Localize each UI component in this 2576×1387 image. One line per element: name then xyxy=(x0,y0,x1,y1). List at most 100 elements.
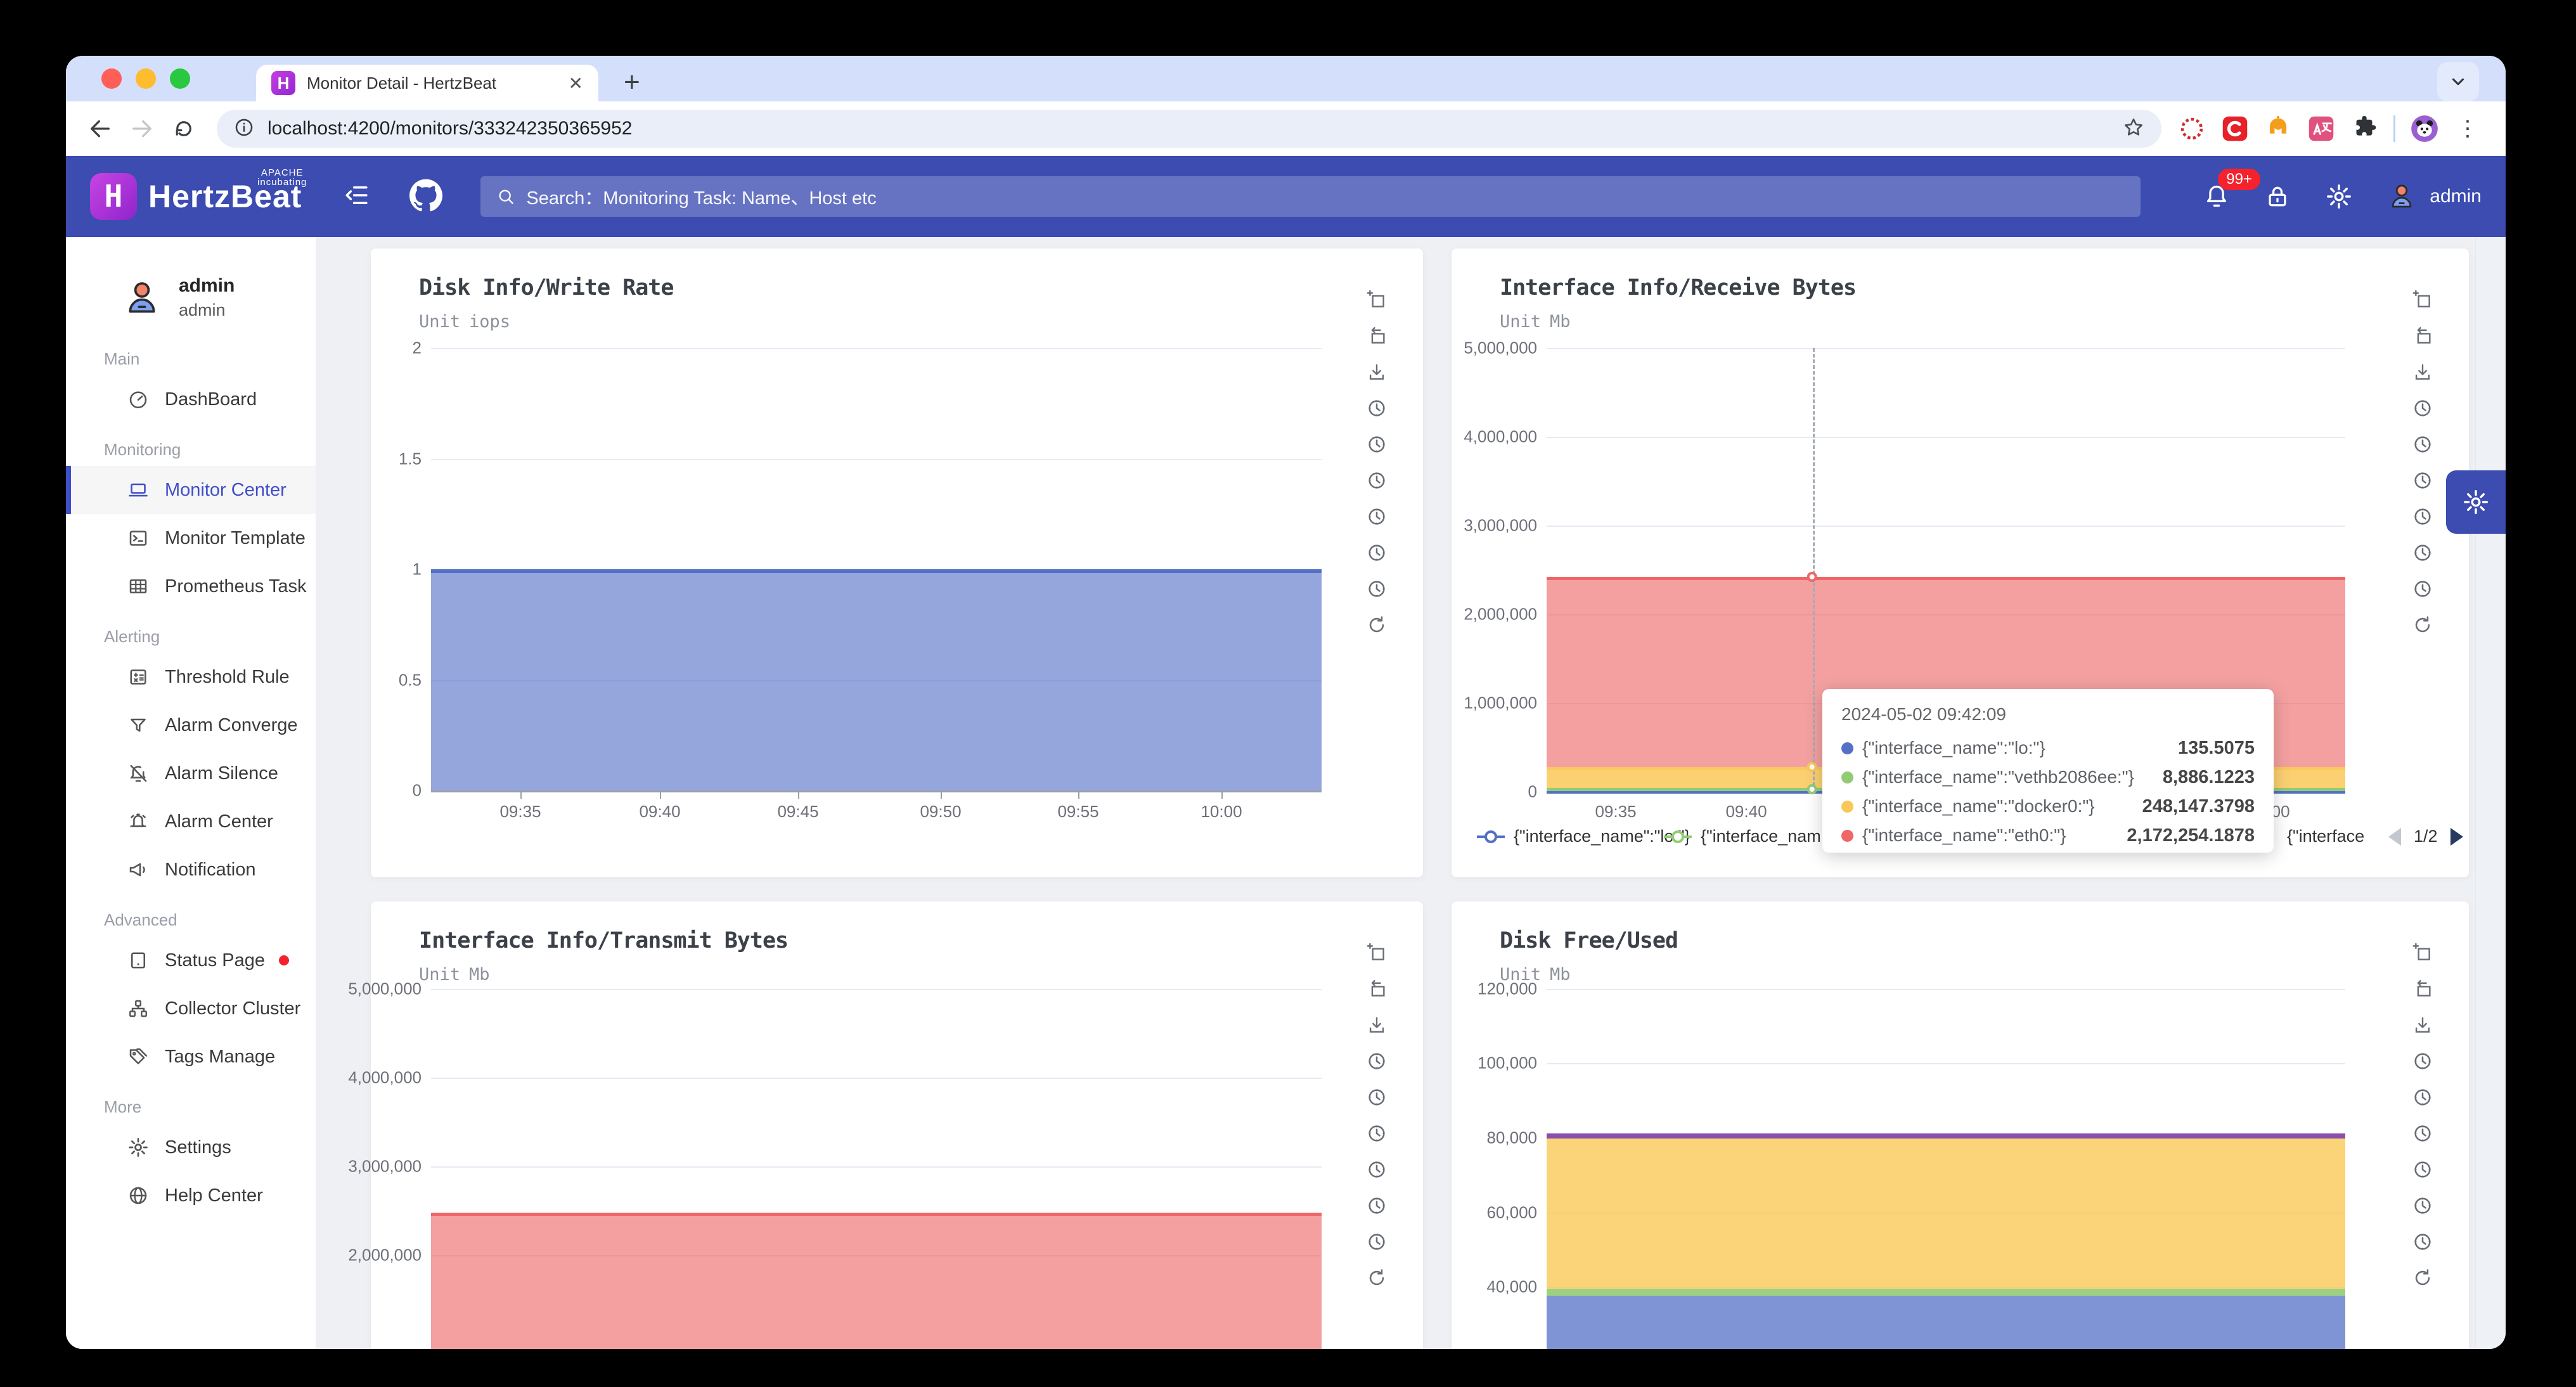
history-1w-clock-icon[interactable] xyxy=(1366,1195,1388,1216)
zoom-reset-icon[interactable] xyxy=(1366,325,1388,347)
download-icon[interactable] xyxy=(1366,361,1388,383)
lock-icon[interactable] xyxy=(2264,183,2291,210)
forward-button[interactable] xyxy=(124,111,160,146)
chart-plot-area[interactable]: 120,000 100,000 80,000 60,000 40,000 xyxy=(1478,979,2345,1349)
zoom-select-icon[interactable] xyxy=(2412,942,2433,964)
user-avatar-icon[interactable] xyxy=(2386,181,2417,212)
sidebar-item-monitor-center[interactable]: Monitor Center xyxy=(66,466,316,514)
history-1d-clock-icon[interactable] xyxy=(2412,506,2433,527)
history-6h-clock-icon[interactable] xyxy=(2412,1087,2433,1108)
zoom-select-icon[interactable] xyxy=(1366,942,1388,964)
refresh-icon[interactable] xyxy=(1366,1267,1388,1289)
legend-next-page-icon[interactable] xyxy=(2450,827,2463,846)
github-icon[interactable] xyxy=(409,179,442,215)
sidebar-item-monitor-template[interactable]: Monitor Template xyxy=(66,514,316,562)
sidebar-item-prometheus-task[interactable]: Prometheus Task xyxy=(66,562,316,610)
tab-close-icon[interactable]: ✕ xyxy=(568,73,583,93)
sidebar-item-threshold-rule[interactable]: Threshold Rule xyxy=(66,653,316,701)
reload-button[interactable] xyxy=(166,111,202,146)
chart-plot-area[interactable]: 5,000,000 4,000,000 3,000,000 2,000,000 xyxy=(348,979,1322,1349)
panel-title: Interface Info/Transmit Bytes xyxy=(419,928,789,953)
sidebar-item-settings[interactable]: Settings xyxy=(66,1123,316,1171)
refresh-icon[interactable] xyxy=(2412,614,2433,636)
history-1d-clock-icon[interactable] xyxy=(1366,1159,1388,1180)
sidebar-section-alerting: Alerting xyxy=(104,627,160,646)
browser-tab[interactable]: H Monitor Detail - HertzBeat ✕ xyxy=(256,65,598,101)
history-1h-clock-icon[interactable] xyxy=(2412,397,2433,419)
sidebar-item-alarm-center[interactable]: Alarm Center xyxy=(66,797,316,846)
zoom-reset-icon[interactable] xyxy=(2412,978,2433,1000)
sidebar-item-dashboard[interactable]: DashBoard xyxy=(66,375,316,423)
sidebar-item-tags-manage[interactable]: Tags Manage xyxy=(66,1033,316,1081)
legend-prev-page-icon[interactable] xyxy=(2388,827,2401,846)
sidebar-item-collector-cluster[interactable]: Collector Cluster xyxy=(66,984,316,1033)
zoom-reset-icon[interactable] xyxy=(2412,325,2433,347)
hertzbeat-logo[interactable]: H xyxy=(90,173,137,220)
history-1m-clock-icon[interactable] xyxy=(1366,578,1388,600)
close-window-button[interactable] xyxy=(101,68,122,89)
minimize-window-button[interactable] xyxy=(136,68,156,89)
notifications-bell-icon[interactable]: 99+ xyxy=(2203,169,2260,210)
settings-gear-icon[interactable] xyxy=(2324,182,2354,211)
zoom-reset-icon[interactable] xyxy=(1366,978,1388,1000)
extensions-puzzle-icon[interactable] xyxy=(2348,112,2381,145)
profile-avatar[interactable] xyxy=(2408,112,2441,145)
history-1d-clock-icon[interactable] xyxy=(1366,506,1388,527)
sidebar-user-role: admin xyxy=(179,300,226,319)
download-icon[interactable] xyxy=(1366,1014,1388,1036)
history-6h-clock-icon[interactable] xyxy=(1366,434,1388,455)
sidebar-item-status-page[interactable]: Status Page xyxy=(66,936,316,984)
sidebar-item-notification[interactable]: Notification xyxy=(66,846,316,894)
zoom-select-icon[interactable] xyxy=(1366,289,1388,311)
history-6h-clock-icon[interactable] xyxy=(2412,434,2433,455)
history-1w-clock-icon[interactable] xyxy=(2412,1195,2433,1216)
tab-search-button[interactable] xyxy=(2437,62,2479,101)
address-bar[interactable]: localhost:4200/monitors/333242350365952 xyxy=(217,110,2161,148)
history-1w-clock-icon[interactable] xyxy=(1366,542,1388,564)
legend-item-veth[interactable]: {"interface_nam xyxy=(1664,827,1821,846)
legend-item-eth0-truncated[interactable]: {"interface xyxy=(2287,827,2365,846)
back-button[interactable] xyxy=(82,111,118,146)
history-6h-clock-icon[interactable] xyxy=(1366,1087,1388,1108)
history-1m-clock-icon[interactable] xyxy=(2412,578,2433,600)
series-dot-yellow xyxy=(1841,800,1853,813)
history-1h-clock-icon[interactable] xyxy=(1366,397,1388,419)
extension-translate-icon[interactable] xyxy=(2305,112,2338,145)
sidebar-item-help-center[interactable]: Help Center xyxy=(66,1171,316,1220)
theme-settings-fab[interactable] xyxy=(2446,470,2506,534)
history-1h-clock-icon[interactable] xyxy=(2412,1050,2433,1072)
site-info-icon[interactable] xyxy=(233,117,255,141)
extension-red-c-icon[interactable] xyxy=(2219,112,2251,145)
browser-menu-kebab-icon[interactable]: ⋮ xyxy=(2457,117,2478,141)
extension-helmet-icon[interactable] xyxy=(2262,112,2295,145)
sidebar-user-block[interactable]: admin admin xyxy=(122,275,316,320)
history-1m-clock-icon[interactable] xyxy=(2412,1231,2433,1253)
history-12h-clock-icon[interactable] xyxy=(1366,470,1388,491)
sidebar-item-alarm-silence[interactable]: Alarm Silence xyxy=(66,749,316,797)
refresh-icon[interactable] xyxy=(1366,614,1388,636)
bell-muted-icon xyxy=(127,762,150,785)
history-1m-clock-icon[interactable] xyxy=(1366,1231,1388,1253)
refresh-icon[interactable] xyxy=(2412,1267,2433,1289)
sidebar-collapse-icon[interactable] xyxy=(344,182,370,212)
hover-dot-red xyxy=(1806,572,1817,582)
new-tab-button[interactable]: + xyxy=(624,67,640,98)
history-12h-clock-icon[interactable] xyxy=(2412,1123,2433,1144)
zoom-select-icon[interactable] xyxy=(2412,289,2433,311)
bookmark-star-icon[interactable] xyxy=(2122,116,2145,142)
history-12h-clock-icon[interactable] xyxy=(1366,1123,1388,1144)
history-1d-clock-icon[interactable] xyxy=(2412,1159,2433,1180)
extension-wreath-icon[interactable] xyxy=(2175,112,2208,145)
page-scrollbar[interactable] xyxy=(2475,237,2506,1349)
global-search-input[interactable]: Search：Monitoring Task: Name、Host etc xyxy=(480,176,2141,217)
maximize-window-button[interactable] xyxy=(170,68,190,89)
history-12h-clock-icon[interactable] xyxy=(2412,470,2433,491)
history-1w-clock-icon[interactable] xyxy=(2412,542,2433,564)
sidebar-item-alarm-converge[interactable]: Alarm Converge xyxy=(66,701,316,749)
download-icon[interactable] xyxy=(2412,361,2433,383)
legend-item-lo[interactable]: {"interface_name":"lo:"} xyxy=(1477,827,1690,846)
download-icon[interactable] xyxy=(2412,1014,2433,1036)
chart-plot-area[interactable]: 2 1.5 1 0.5 0 09:35 09:40 09:45 09:50 09… xyxy=(399,339,1322,821)
history-1h-clock-icon[interactable] xyxy=(1366,1050,1388,1072)
username-label[interactable]: admin xyxy=(2430,186,2482,207)
